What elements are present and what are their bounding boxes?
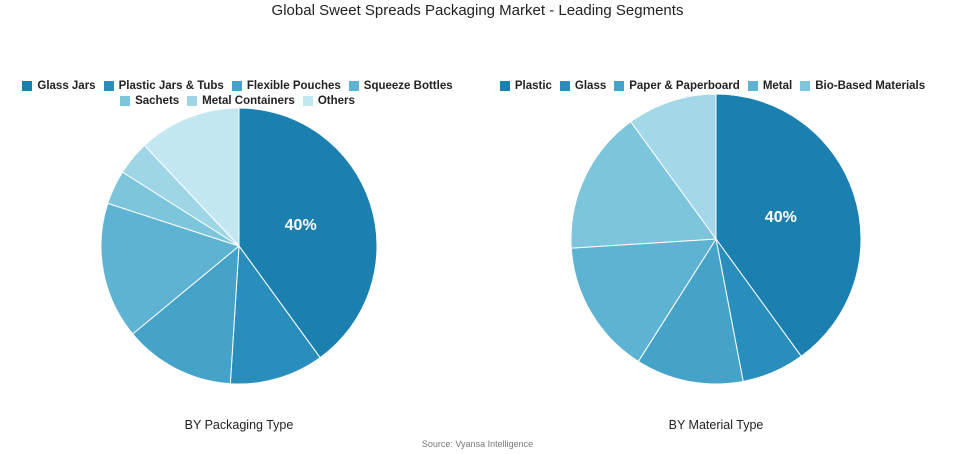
legend-swatch	[499, 81, 510, 91]
legend-label: Glass	[574, 80, 607, 92]
legend-swatch	[302, 96, 313, 106]
legend-item: Glass	[559, 80, 607, 92]
legend-label: Others	[317, 95, 355, 107]
legend-item: Flexible Pouches	[231, 80, 341, 92]
pie-slice	[238, 107, 378, 359]
legend-swatch	[614, 81, 625, 91]
legend-item: Sachets	[120, 95, 179, 107]
legend-label: Squeeze Bottles	[363, 80, 453, 92]
legend-swatch	[348, 81, 359, 91]
legend-label: Plastic Jars & Tubs	[118, 80, 224, 92]
legend-swatch	[187, 96, 198, 106]
legend-swatch	[103, 81, 114, 91]
legend-item: Others	[302, 95, 355, 107]
legend-item: Squeeze Bottles	[348, 80, 453, 92]
legend-item: Bio-Based Materials	[800, 80, 925, 92]
legend-label: Metal Containers	[202, 95, 295, 107]
legend-swatch	[747, 81, 758, 91]
pie-slice	[630, 93, 717, 241]
legend-packaging-type: Glass Jars Plastic Jars & Tubs Flexible Po…	[15, 80, 460, 107]
legend-label: Metal	[762, 80, 793, 92]
data-label: 40%	[765, 209, 797, 226]
legend-swatch	[231, 81, 242, 91]
pie-slice	[715, 93, 862, 358]
chart-title: Global Sweet Spreads Packaging Market - …	[271, 2, 684, 19]
pie-slice	[131, 244, 240, 385]
legend-item: Plastic Jars & Tubs	[103, 80, 224, 92]
pie-chart-material-type: 40%	[570, 93, 862, 385]
legend-item: Glass Jars	[22, 80, 96, 92]
legend-label: Sachets	[135, 95, 180, 107]
legend-swatch	[559, 81, 570, 91]
legend-item: Metal Containers	[187, 95, 295, 107]
pie-slice	[570, 120, 717, 249]
legend-swatch	[800, 81, 811, 91]
legend-swatch	[22, 81, 33, 91]
data-label: 40%	[285, 217, 317, 234]
legend-label: Plastic	[514, 80, 552, 92]
legend-swatch	[120, 96, 131, 106]
legend-item: Paper & Paperboard	[614, 80, 740, 92]
legend-label: Flexible Pouches	[246, 80, 341, 92]
pie-slice	[229, 244, 321, 385]
subtitle-material-type: BY Material Type	[668, 418, 764, 432]
legend-item: Plastic	[499, 80, 552, 92]
pie-slice	[637, 237, 744, 385]
pie-slice	[100, 202, 241, 335]
pie-slice	[570, 238, 717, 363]
pie-slice	[143, 107, 240, 248]
subtitle-packaging-type: BY Packaging Type	[184, 418, 294, 432]
source-note: Source: Vyansa Intelligence	[421, 439, 534, 449]
legend-item: Metal	[747, 80, 793, 92]
legend-label: Glass Jars	[37, 80, 96, 92]
legend-label: Paper & Paperboard	[629, 80, 740, 92]
legend-label: Bio-Based Materials	[815, 80, 926, 92]
pie-chart-packaging-type: 40%	[100, 107, 378, 385]
